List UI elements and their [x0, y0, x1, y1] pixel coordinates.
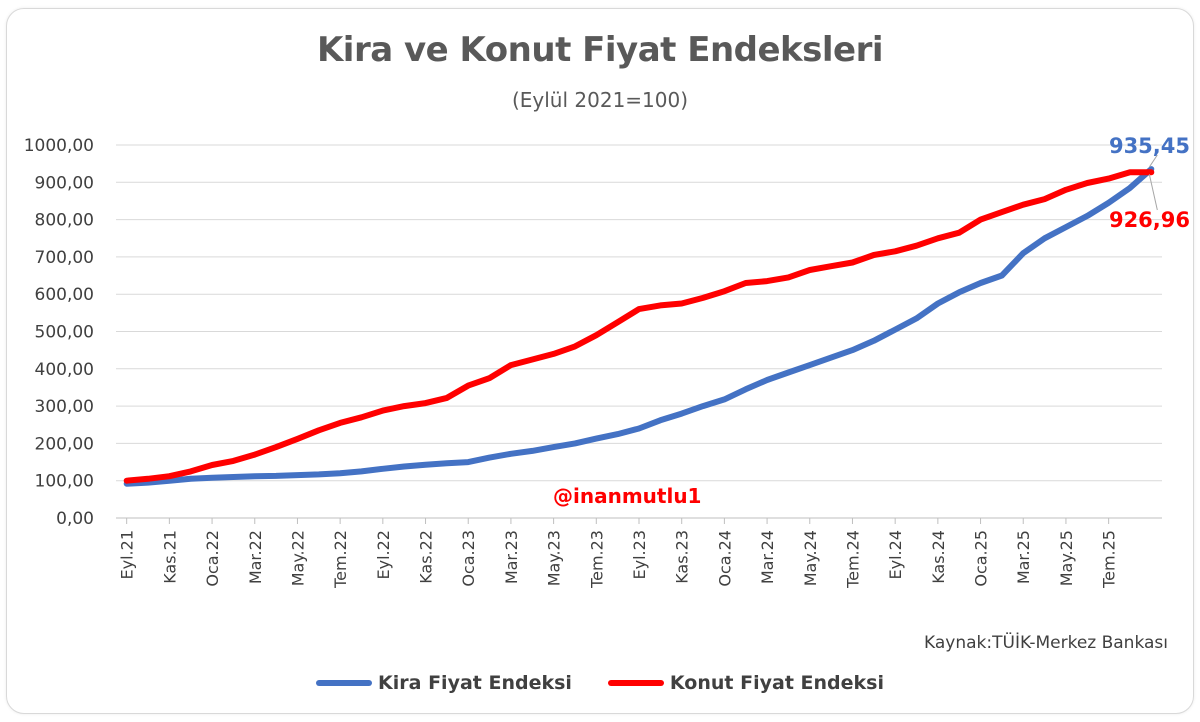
watermark: @inanmutlu1 — [553, 484, 702, 508]
y-tick-label: 800,00 — [35, 211, 94, 231]
x-tick-label: Tem.24 — [843, 530, 862, 589]
x-axis: Eyl.21 Kas.21 Oca.22 Mar.22 May.22 Tem.22 Eyl.… — [118, 518, 1119, 589]
x-tick-label: Mar.22 — [246, 530, 265, 584]
end-labels: 935,45 926,96 — [1109, 134, 1190, 232]
source-note: Kaynak:TÜİK-Merkez Bankası — [924, 633, 1168, 653]
x-tick-label: Kas.23 — [673, 530, 692, 584]
y-tick-label: 200,00 — [35, 434, 94, 454]
y-tick-label: 100,00 — [35, 472, 94, 492]
legend-label-konut: Konut Fiyat Endeksi — [669, 672, 884, 694]
chart-title: Kira ve Konut Fiyat Endeksleri — [316, 30, 884, 70]
series-line-0 — [123, 166, 1155, 487]
x-tick-label: Tem.25 — [1100, 530, 1119, 589]
x-tick-label: Oca.24 — [715, 530, 734, 587]
x-tick-label: Eyl.21 — [118, 530, 137, 579]
y-tick-label: 400,00 — [35, 360, 94, 380]
x-tick-label: Tem.23 — [587, 530, 606, 589]
y-axis: 0,00 100,00 200,00 300,00 400,00 500,00 600,00… — [24, 136, 94, 529]
x-tick-label: May.24 — [801, 530, 820, 586]
end-label-kira: 935,45 — [1109, 134, 1190, 158]
x-tick-label: Eyl.22 — [374, 530, 393, 579]
series-lines — [123, 166, 1155, 487]
y-tick-label: 0,00 — [56, 509, 94, 529]
x-tick-label: Eyl.24 — [886, 530, 905, 579]
series-line-1 — [123, 169, 1155, 484]
chart-subtitle: (Eylül 2021=100) — [511, 88, 689, 112]
x-tick-label: Oca.23 — [459, 530, 478, 587]
y-tick-label: 500,00 — [35, 323, 94, 343]
y-tick-label: 700,00 — [35, 248, 94, 268]
chart-frame — [6, 8, 1194, 714]
legend-swatch-konut — [607, 680, 664, 686]
leader-line-konut — [1148, 174, 1158, 211]
legend: Kira Fiyat Endeksi Konut Fiyat Endeksi — [0, 672, 1200, 694]
x-tick-label: Mar.24 — [758, 530, 777, 584]
x-tick-label: Tem.22 — [331, 530, 350, 589]
y-tick-label: 300,00 — [35, 397, 94, 417]
legend-item-konut: Konut Fiyat Endeksi — [607, 672, 884, 694]
x-tick-label: Kas.21 — [160, 530, 179, 584]
x-tick-label: Oca.22 — [203, 530, 222, 587]
legend-label-kira: Kira Fiyat Endeksi — [378, 672, 572, 694]
x-tick-label: Mar.23 — [502, 530, 521, 584]
x-tick-label: Mar.25 — [1014, 530, 1033, 584]
end-label-konut: 926,96 — [1109, 208, 1190, 232]
x-tick-label: May.25 — [1057, 530, 1076, 586]
y-tick-label: 1000,00 — [24, 136, 94, 156]
x-tick-label: May.22 — [288, 530, 307, 586]
x-tick-label: May.23 — [545, 530, 564, 586]
x-tick-label: Oca.25 — [972, 530, 991, 587]
gridlines — [116, 144, 1162, 519]
y-tick-label: 900,00 — [35, 173, 94, 193]
legend-swatch-kira — [316, 680, 373, 686]
x-tick-label: Kas.22 — [417, 530, 436, 584]
leader-line-kira — [1148, 154, 1158, 168]
x-tick-label: Kas.24 — [929, 530, 948, 584]
legend-item-kira: Kira Fiyat Endeksi — [316, 672, 572, 694]
y-tick-label: 600,00 — [35, 285, 94, 305]
x-tick-label: Eyl.23 — [630, 530, 649, 579]
